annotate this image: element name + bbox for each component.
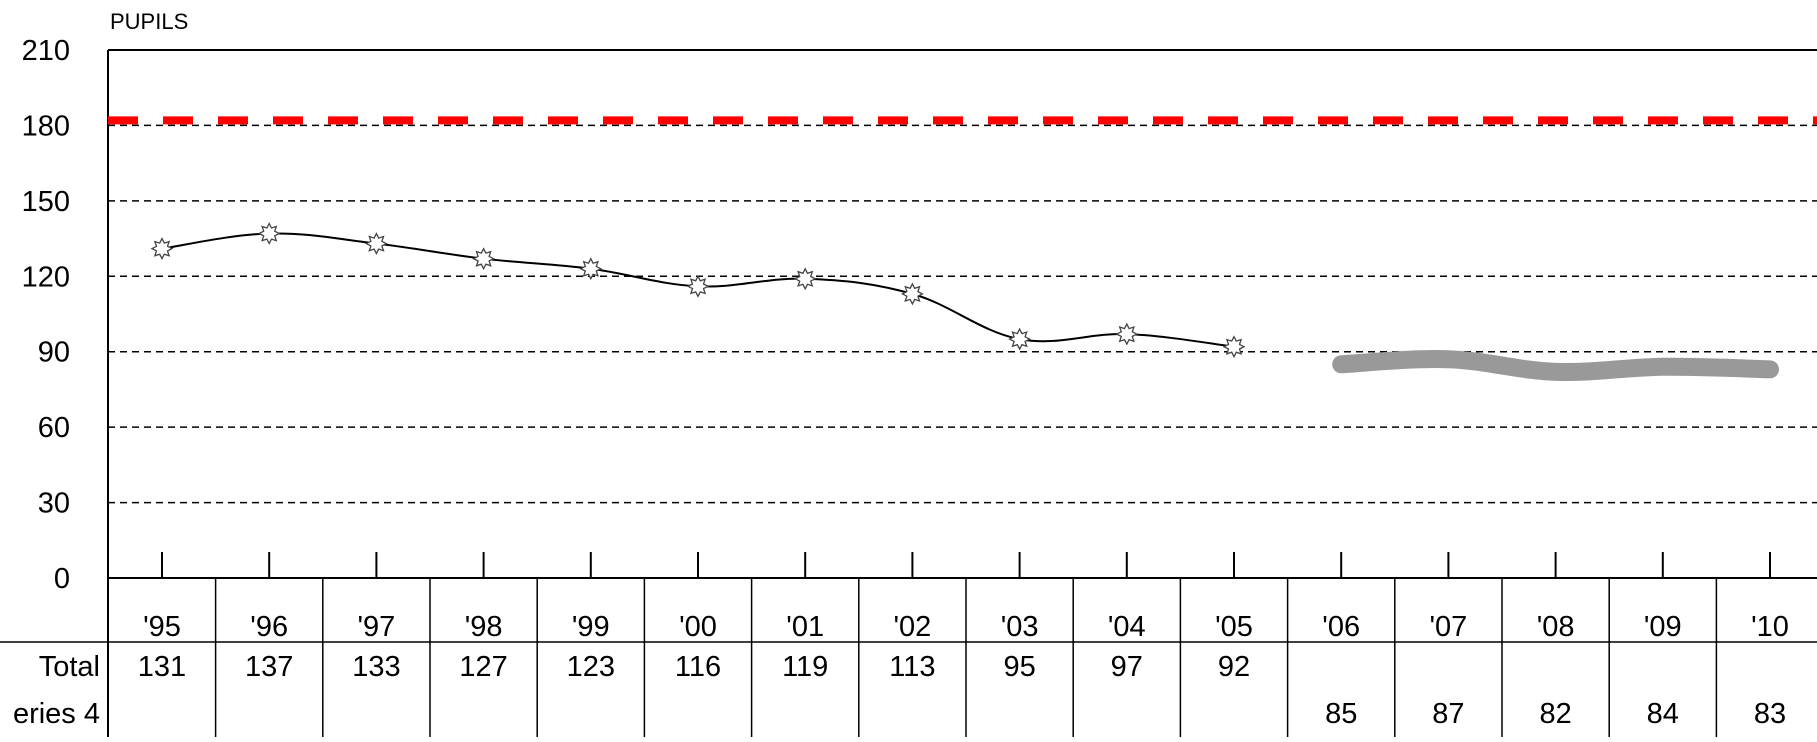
data-point-marker <box>1222 335 1246 359</box>
table-cell: 119 <box>782 651 828 683</box>
x-tick-label: '09 <box>1644 611 1682 643</box>
table-cell: 95 <box>1003 651 1035 683</box>
data-point-marker <box>579 257 603 281</box>
x-tick-label: '07 <box>1430 611 1468 643</box>
y-tick-label: 120 <box>22 261 70 293</box>
table-cell: 87 <box>1432 698 1464 730</box>
table-cell: 82 <box>1539 698 1571 730</box>
x-tick-label: '02 <box>894 611 932 643</box>
x-tick-label: '04 <box>1108 611 1146 643</box>
table-cell: 84 <box>1647 698 1679 730</box>
y-tick-label: 0 <box>54 563 70 595</box>
y-tick-label: 210 <box>22 35 70 67</box>
data-point-marker <box>364 232 388 256</box>
table-cell: 133 <box>352 651 400 683</box>
table-cell: 113 <box>889 651 935 683</box>
data-point-marker <box>900 282 924 306</box>
data-point-marker <box>793 267 817 291</box>
table-cell: 123 <box>567 651 615 683</box>
table-cell: 116 <box>675 651 721 683</box>
y-tick-label: 150 <box>22 186 70 218</box>
x-tick-label: '00 <box>679 611 717 643</box>
y-tick-label: 90 <box>38 337 70 369</box>
x-tick-label: '10 <box>1751 611 1789 643</box>
series-line <box>1332 350 1779 382</box>
table-cell: 137 <box>245 651 293 683</box>
y-tick-label: 60 <box>38 412 70 444</box>
x-tick-label: '96 <box>250 611 288 643</box>
table-row-label: Total <box>39 651 100 683</box>
x-tick-label: '03 <box>1001 611 1039 643</box>
x-tick-label: '06 <box>1322 611 1360 643</box>
data-point-marker <box>686 274 710 298</box>
data-point-marker <box>472 247 496 271</box>
data-point-marker <box>1008 327 1032 351</box>
x-tick-label: '97 <box>358 611 396 643</box>
table-cell: 92 <box>1218 651 1250 683</box>
x-tick-label: '01 <box>786 611 824 643</box>
y-axis-title: PUPILS <box>110 9 188 34</box>
table-row-label: eries 4 <box>13 698 100 730</box>
y-tick-label: 180 <box>22 110 70 142</box>
x-tick-label: '95 <box>143 611 181 643</box>
y-tick-label: 30 <box>38 488 70 520</box>
table-cell: 83 <box>1754 698 1786 730</box>
table-cell: 127 <box>459 651 507 683</box>
x-tick-label: '05 <box>1215 611 1253 643</box>
data-point-marker <box>150 237 174 261</box>
x-tick-label: '08 <box>1537 611 1575 643</box>
x-tick-label: '98 <box>465 611 503 643</box>
table-cell: 97 <box>1111 651 1143 683</box>
table-cell: 85 <box>1325 698 1357 730</box>
data-point-marker <box>1115 322 1139 346</box>
table-cell: 131 <box>138 651 186 683</box>
data-point-marker <box>257 222 281 245</box>
x-tick-label: '99 <box>572 611 610 643</box>
